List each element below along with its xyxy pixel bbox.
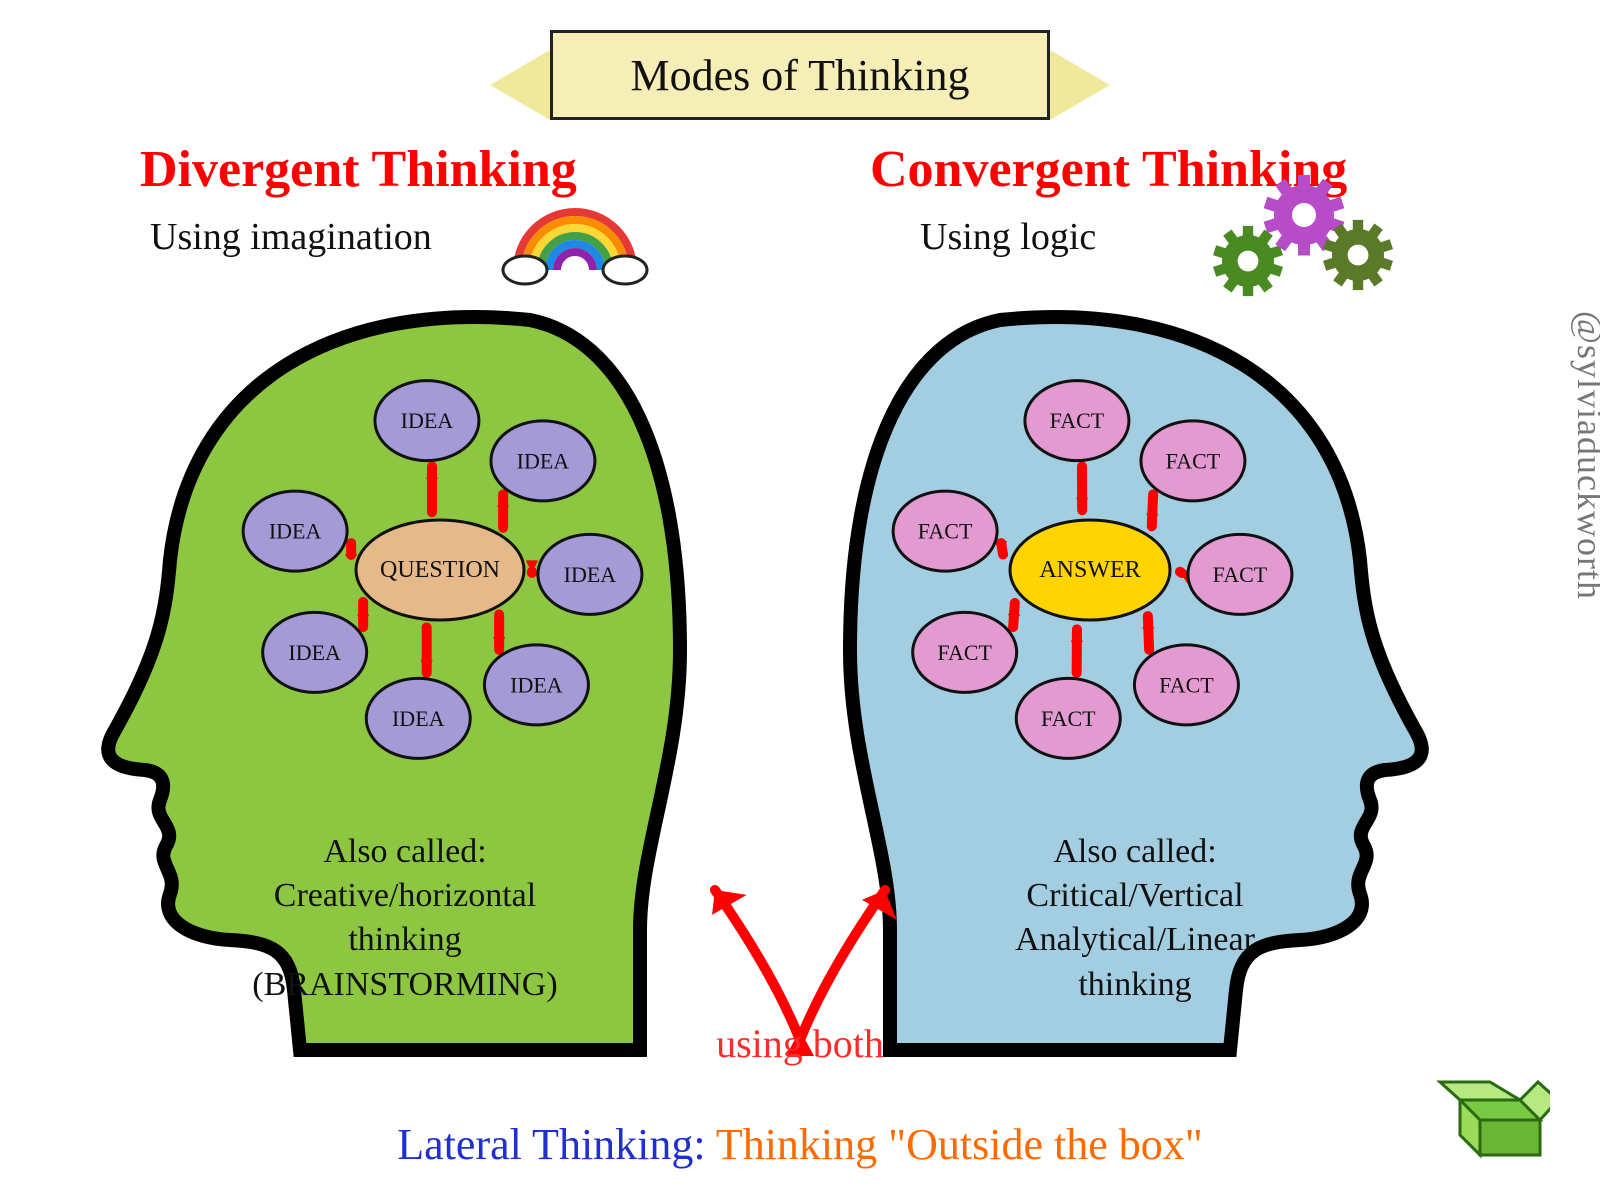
left-also-line2: thinking — [348, 921, 461, 958]
using-both-label: using both — [716, 1020, 884, 1067]
right-also-line1: Critical/Vertical — [1026, 877, 1243, 914]
left-also-line3: (BRAINSTORMING) — [252, 966, 557, 1003]
svg-text:IDEA: IDEA — [517, 448, 570, 473]
right-also-line2: Analytical/Linear — [1015, 921, 1255, 958]
gears-icon — [1200, 175, 1400, 305]
svg-text:IDEA: IDEA — [564, 562, 617, 587]
banner-title: Modes of Thinking — [631, 50, 970, 101]
svg-text:FACT: FACT — [1041, 706, 1096, 731]
svg-text:IDEA: IDEA — [288, 640, 341, 665]
svg-text:FACT: FACT — [1050, 408, 1105, 433]
right-subtitle: Using logic — [920, 215, 1096, 259]
svg-text:FACT: FACT — [1166, 448, 1221, 473]
right-also-called: Also called: Critical/Vertical Analytica… — [915, 830, 1355, 1007]
banner-ribbon-left — [490, 50, 550, 120]
right-also-heading: Also called: — [1053, 833, 1216, 870]
banner-ribbon-right — [1050, 50, 1110, 120]
left-also-line1: Creative/horizontal — [274, 877, 536, 914]
box-icon — [1430, 1050, 1550, 1160]
svg-text:FACT: FACT — [1159, 672, 1214, 697]
right-also-line3: thinking — [1078, 966, 1191, 1003]
svg-text:IDEA: IDEA — [510, 672, 563, 697]
author-credit: @sylviaduckworth — [1569, 311, 1600, 600]
svg-text:FACT: FACT — [1213, 562, 1268, 587]
rainbow-icon — [495, 180, 655, 290]
lateral-thinking-line: Lateral Thinking: Thinking "Outside the … — [397, 1119, 1202, 1170]
left-also-heading: Also called: — [323, 833, 486, 870]
svg-text:FACT: FACT — [937, 640, 992, 665]
svg-text:IDEA: IDEA — [269, 519, 322, 544]
svg-text:IDEA: IDEA — [401, 408, 454, 433]
left-subtitle: Using imagination — [150, 215, 432, 259]
lateral-label-orange: Thinking "Outside the box" — [716, 1120, 1203, 1169]
title-banner: Modes of Thinking — [490, 30, 1110, 120]
svg-text:QUESTION: QUESTION — [380, 557, 500, 583]
svg-text:IDEA: IDEA — [392, 706, 445, 731]
svg-text:ANSWER: ANSWER — [1039, 557, 1140, 583]
lateral-label-blue: Lateral Thinking: — [397, 1120, 716, 1169]
svg-text:FACT: FACT — [918, 519, 973, 544]
banner-body: Modes of Thinking — [550, 30, 1050, 120]
left-also-called: Also called: Creative/horizontal thinkin… — [185, 830, 625, 1007]
